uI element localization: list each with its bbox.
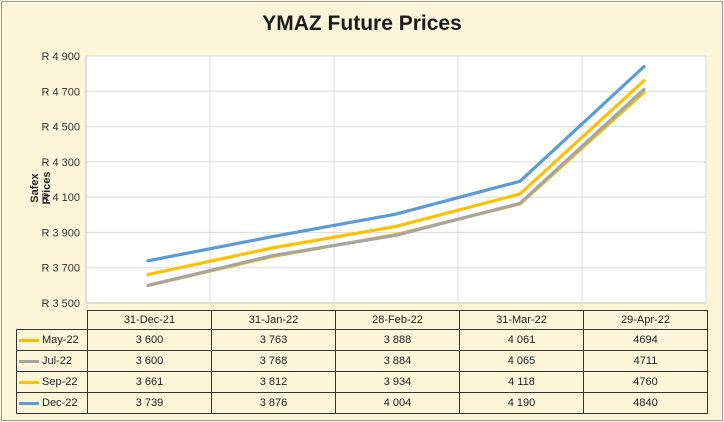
legend-label: Dec-22 xyxy=(42,397,78,409)
table-row: Dec-22 3 739 3 876 4 004 4 190 4840 xyxy=(16,392,708,414)
y-tick-label: R 3 500 xyxy=(41,298,80,310)
y-tick-label: R 3 900 xyxy=(41,227,80,239)
data-label: 3 934 xyxy=(335,371,460,393)
y-tick-label: R 4 500 xyxy=(41,122,80,134)
data-label: 3 739 xyxy=(87,392,212,414)
series-line-dec-22 xyxy=(146,64,646,263)
x-tick-label: 31-Jan-22 xyxy=(211,310,336,330)
data-label: 4 118 xyxy=(459,371,584,393)
legend-label: May-22 xyxy=(42,334,79,346)
plot-background xyxy=(86,56,706,303)
table-corner xyxy=(16,310,88,330)
data-label: 4694 xyxy=(583,329,708,351)
data-table: 31-Dec-21 31-Jan-22 28-Feb-22 31-Mar-22 29-A… xyxy=(16,310,708,414)
y-tick-label: R 4 300 xyxy=(41,157,80,169)
data-label: 4 065 xyxy=(459,350,584,372)
x-tick-label: 31-Dec-21 xyxy=(87,310,212,330)
y-tick-label: R 4 900 xyxy=(41,51,80,63)
legend-label: Sep-22 xyxy=(42,376,78,388)
legend-swatch xyxy=(19,401,39,405)
legend-entry: Sep-22 xyxy=(16,371,88,393)
data-label: 4 061 xyxy=(459,329,584,351)
x-tick-label: 28-Feb-22 xyxy=(335,310,460,330)
data-label: 4840 xyxy=(583,392,708,414)
legend-entry: Jul-22 xyxy=(16,350,88,372)
data-label: 3 768 xyxy=(211,350,336,372)
data-label: 4711 xyxy=(583,350,708,372)
data-label: 3 876 xyxy=(211,392,336,414)
chart-title: YMAZ Future Prices xyxy=(262,12,462,35)
legend-entry: May-22 xyxy=(16,329,88,351)
y-tick-label: R 4 100 xyxy=(41,192,80,204)
series-line-sep-22 xyxy=(146,79,646,277)
y-tick-label: R 4 700 xyxy=(41,86,80,98)
data-label: 3 763 xyxy=(211,329,336,351)
data-label: 4 004 xyxy=(335,392,460,414)
table-row: May-22 3 600 3 763 3 888 4 061 4694 xyxy=(16,329,708,351)
legend-entry: Dec-22 xyxy=(16,392,88,414)
legend-swatch xyxy=(19,338,39,342)
series-line-jul-22 xyxy=(146,87,646,287)
data-label: 4760 xyxy=(583,371,708,393)
table-row: Sep-22 3 661 3 812 3 934 4 118 4760 xyxy=(16,371,708,393)
x-tick-label: 29-Apr-22 xyxy=(583,310,708,330)
legend-swatch xyxy=(19,359,39,363)
data-label: 3 661 xyxy=(87,371,212,393)
data-label: 4 190 xyxy=(459,392,584,414)
data-label: 3 812 xyxy=(211,371,336,393)
y-tick-label: R 3 700 xyxy=(41,263,80,275)
data-label: 3 884 xyxy=(335,350,460,372)
data-label: 3 600 xyxy=(87,350,212,372)
table-row: Jul-22 3 600 3 768 3 884 4 065 4711 xyxy=(16,350,708,372)
legend-label: Jul-22 xyxy=(42,355,72,367)
data-label: 3 888 xyxy=(335,329,460,351)
x-tick-label: 31-Mar-22 xyxy=(459,310,584,330)
data-label: 3 600 xyxy=(87,329,212,351)
legend-swatch xyxy=(19,380,39,384)
